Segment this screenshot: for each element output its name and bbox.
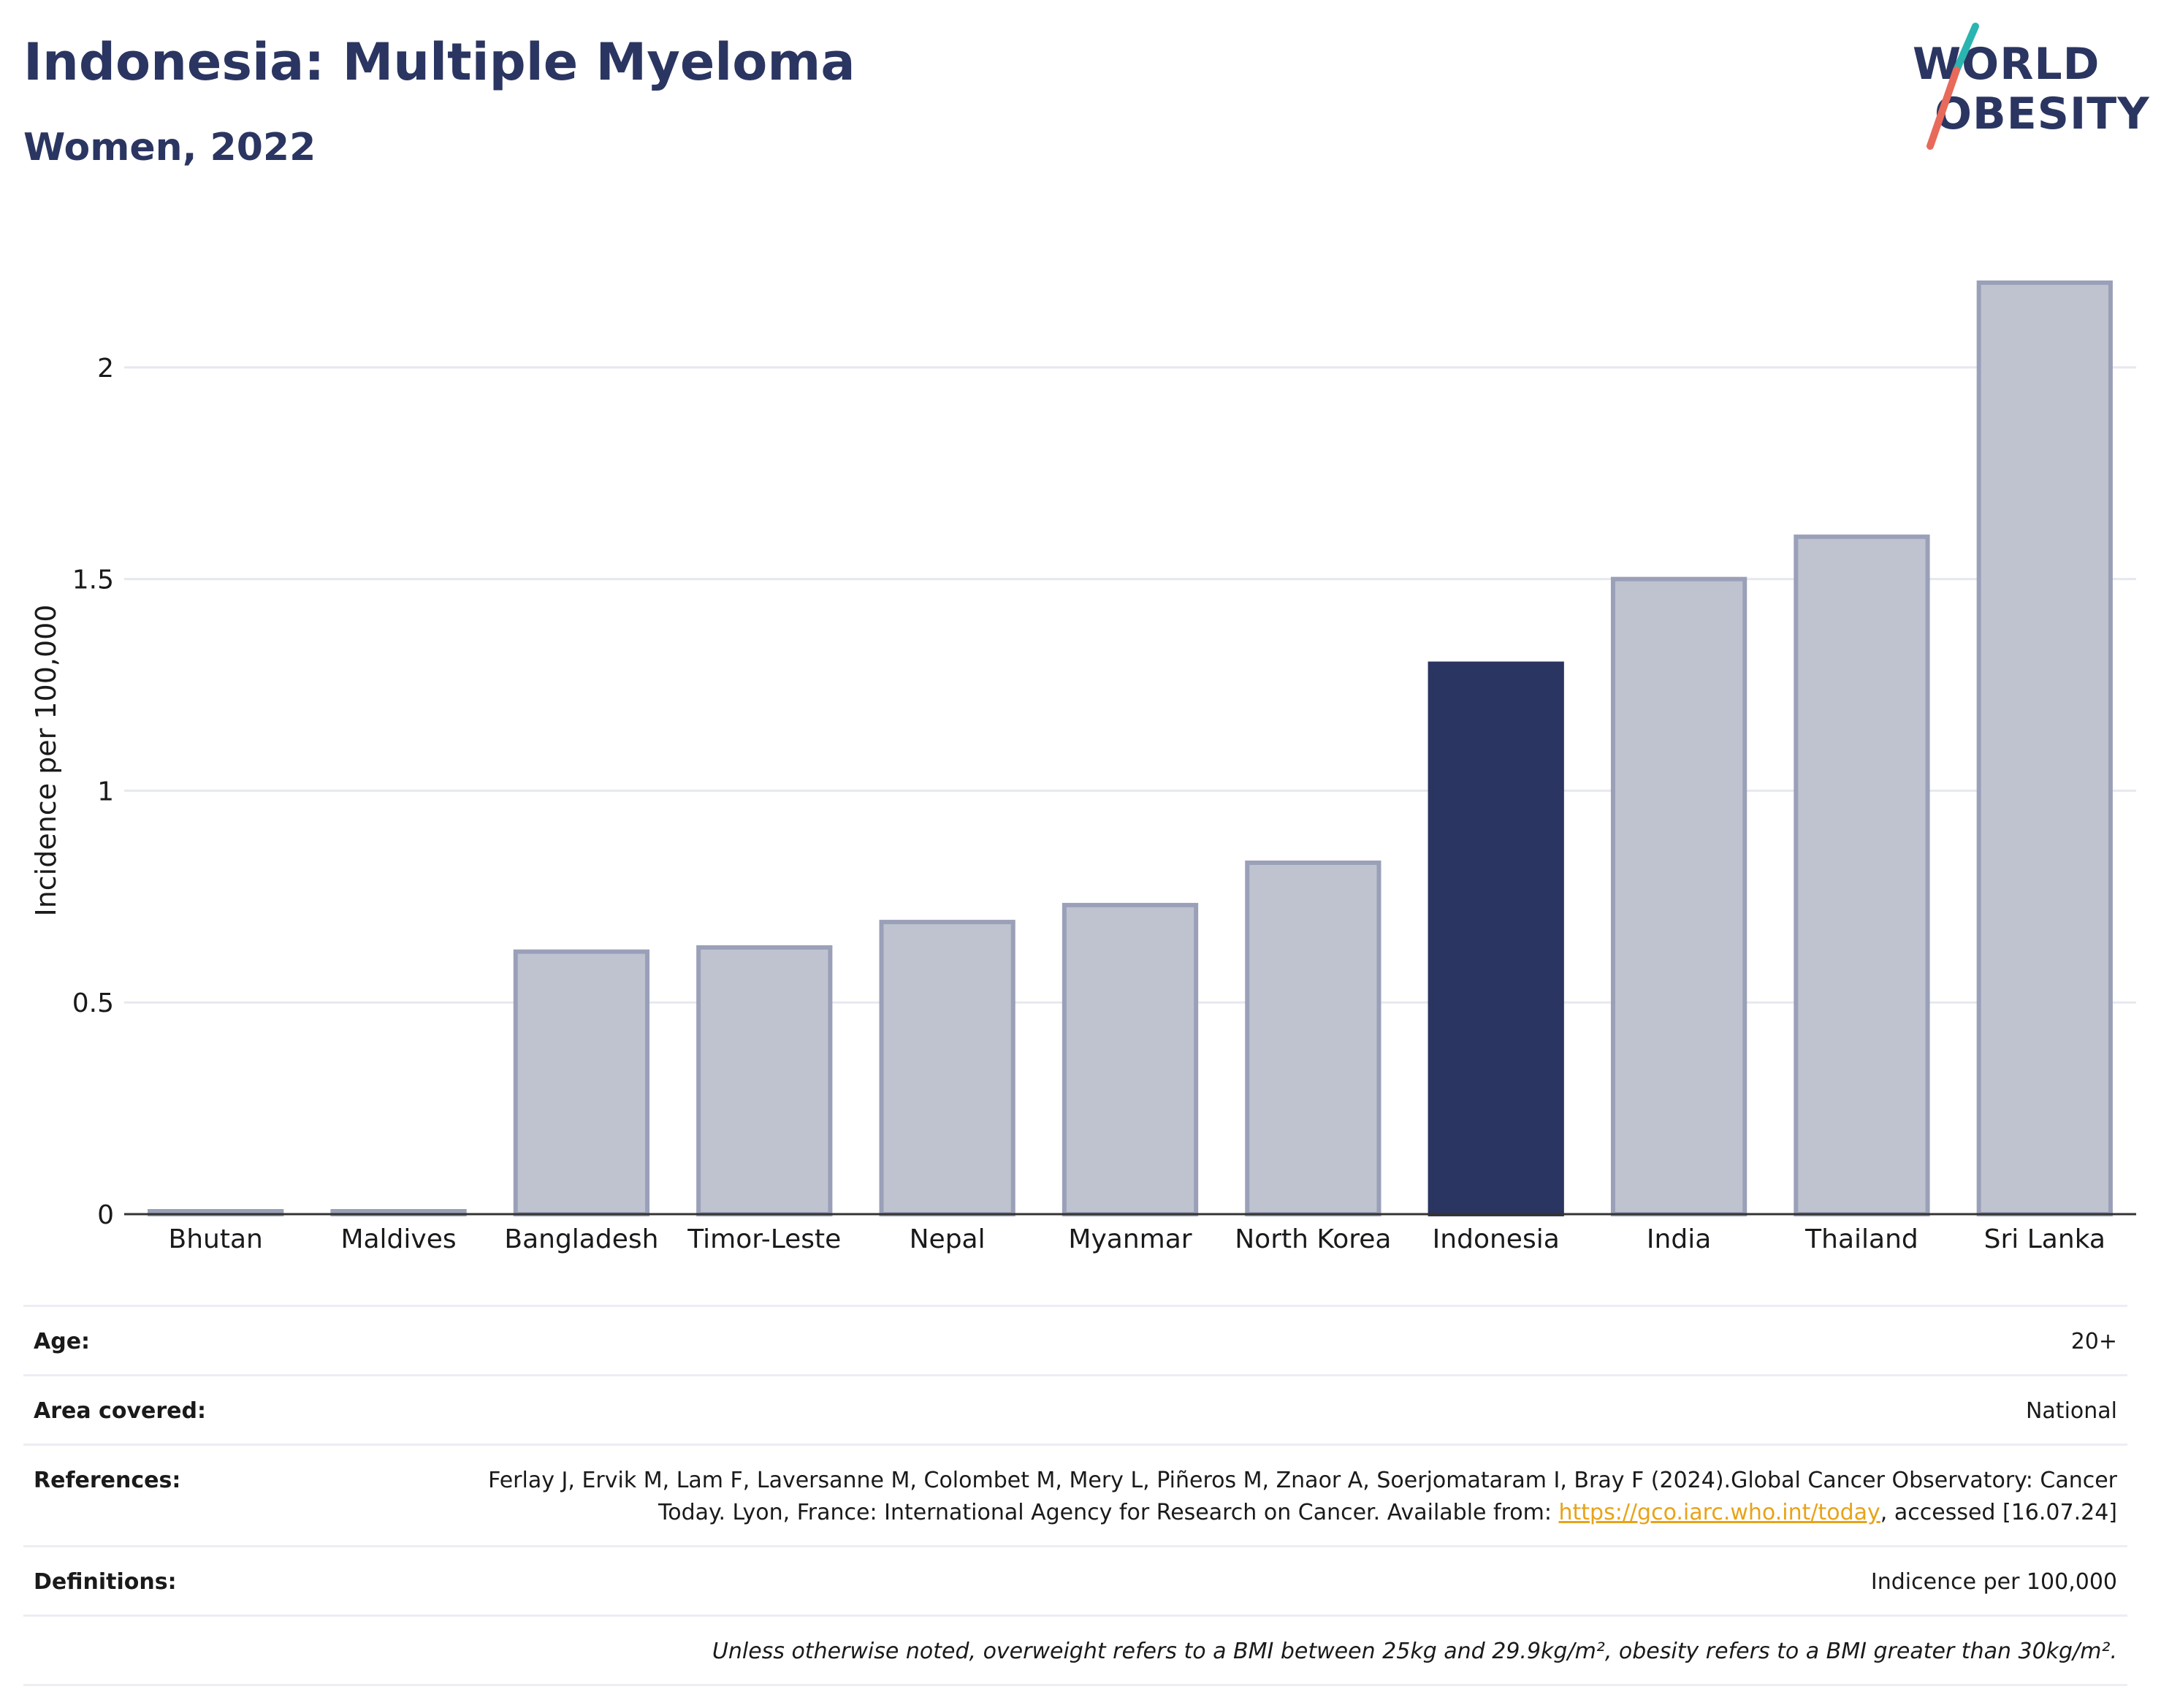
page-subtitle: Women, 2022 [23,126,316,169]
info-row-area: Area covered: National [23,1374,2127,1444]
logo-line2: OBESITY [1935,88,2150,140]
y-tick-label: 0 [97,1200,114,1230]
bar-india[interactable] [1610,576,1748,1216]
references-label: References: [34,1468,181,1493]
x-tick-label: Nepal [910,1224,986,1254]
bar-myanmar[interactable] [1062,902,1199,1216]
age-value: 20+ [2070,1329,2117,1354]
logo-slash-icon [1926,23,1979,150]
definitions-label: Definitions: [34,1569,177,1595]
references-value: Ferlay J, Ervik M, Lam F, Laversanne M, … [437,1465,2117,1529]
x-tick-label: Sri Lanka [1984,1224,2105,1254]
x-tick-label: Bangladesh [504,1224,658,1254]
y-tick-label: 1.5 [72,565,114,595]
y-axis-label: Incidence per 100,000 [30,604,62,916]
bar-timor-leste[interactable] [696,945,833,1216]
info-row-note: Unless otherwise noted, overweight refer… [23,1614,2127,1686]
world-obesity-logo: WORLD OBESITY [1899,20,2150,152]
axes: 0 0.5 1 1.5 2 Bhutan Maldives Bangladesh Timor-L… [72,354,2136,1254]
x-tick-label: India [1647,1224,1711,1254]
info-row-age: Age: 20+ [23,1305,2127,1374]
x-tick-label: Timor-Leste [687,1224,841,1254]
references-link[interactable]: https://gco.iarc.who.int/today [1558,1500,1880,1525]
bar-bangladesh[interactable] [513,949,650,1216]
bar-north-korea[interactable] [1245,860,1381,1217]
info-table: Age: 20+ Area covered: National Referenc… [23,1305,2127,1686]
area-label: Area covered: [34,1398,206,1424]
info-row-definitions: Definitions: Indicence per 100,000 [23,1545,2127,1614]
references-accessed: , accessed [16.07.24] [1880,1500,2117,1525]
bars [148,280,2113,1217]
y-tick-label: 0.5 [72,988,114,1018]
area-value: National [2025,1398,2117,1424]
y-tick-label: 2 [97,354,114,384]
bar-indonesia[interactable] [1428,661,1564,1216]
x-tick-label: Thailand [1804,1224,1918,1254]
references-text: Ferlay J, Ervik M, Lam F, Laversanne M, … [488,1468,2117,1525]
x-tick-label: Bhutan [169,1224,263,1254]
x-tick-label: Myanmar [1068,1224,1192,1254]
y-tick-label: 1 [97,777,114,807]
x-tick-label: Maldives [340,1224,456,1254]
age-label: Age: [34,1329,91,1354]
x-tick-label: Indonesia [1433,1224,1560,1254]
bar-thailand[interactable] [1794,534,1930,1216]
definitions-value: Indicence per 100,000 [1870,1569,2117,1595]
bar-sri-lanka[interactable] [1976,280,2113,1216]
x-tick-label: North Korea [1235,1224,1391,1254]
logo-line1: WORLD [1913,39,2100,90]
page-title: Indonesia: Multiple Myeloma [23,32,855,92]
bmi-note: Unless otherwise noted, overweight refer… [712,1639,2117,1664]
bar-chart: 0 0.5 1 1.5 2 Bhutan Maldives Bangladesh Timor-L… [30,280,2136,1254]
bar-nepal[interactable] [879,920,1015,1216]
info-row-references: References: Ferlay J, Ervik M, Lam F, La… [23,1444,2127,1545]
